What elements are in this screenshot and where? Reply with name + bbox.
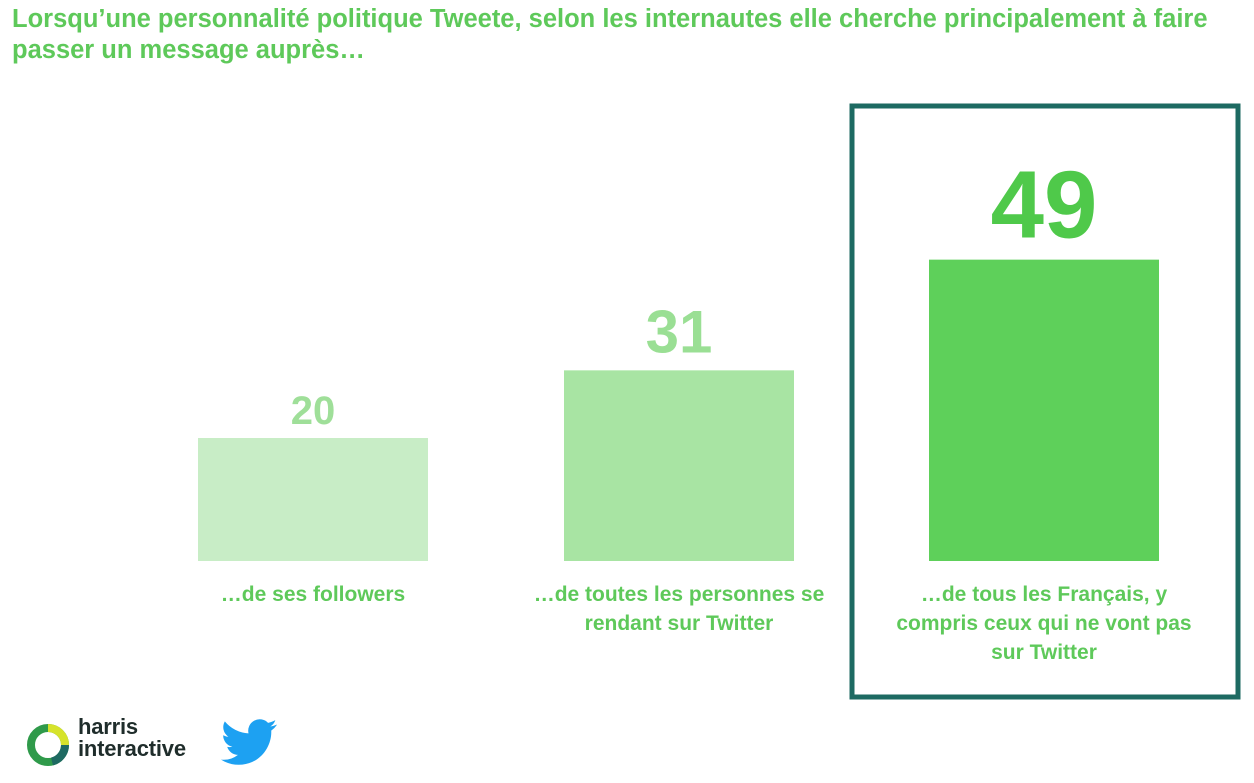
category-label-1-line-1: …de ses followers <box>221 583 405 606</box>
bars-group: 20 …de ses followers 31 …de toutes les pers… <box>198 152 1192 664</box>
category-label-3-line-3: sur Twitter <box>991 641 1097 664</box>
category-label-2-line-1: …de toutes les personnes se <box>534 583 825 606</box>
harris-line1: harris <box>78 714 138 739</box>
data-label-1: 20 <box>291 389 336 433</box>
bar-chart: 20 …de ses followers 31 …de toutes les pers… <box>198 103 1241 700</box>
category-label-1: …de ses followers <box>221 583 405 606</box>
category-label-3: …de tous les Français, y compris ceux qui… <box>896 583 1191 664</box>
harris-ring-icon <box>27 724 69 766</box>
twitter-bird-icon <box>221 719 277 765</box>
bar-2 <box>564 370 794 561</box>
bar-3 <box>929 259 1159 561</box>
category-label-3-line-2: compris ceux qui ne vont pas <box>896 612 1191 635</box>
data-label-2: 31 <box>646 298 713 365</box>
harris-interactive-logo-text: harris interactive <box>78 716 186 760</box>
bar-1 <box>198 438 428 561</box>
harris-line2: interactive <box>78 736 186 761</box>
category-label-2: …de toutes les personnes se rendant sur T… <box>534 583 825 635</box>
data-label-3: 49 <box>991 152 1098 259</box>
category-label-3-line-1: …de tous les Français, y <box>921 583 1168 606</box>
chart-title: Lorsqu’une personnalité politique Tweete… <box>12 5 1208 64</box>
category-label-2-line-2: rendant sur Twitter <box>585 612 774 635</box>
highlight-box <box>849 103 1241 700</box>
